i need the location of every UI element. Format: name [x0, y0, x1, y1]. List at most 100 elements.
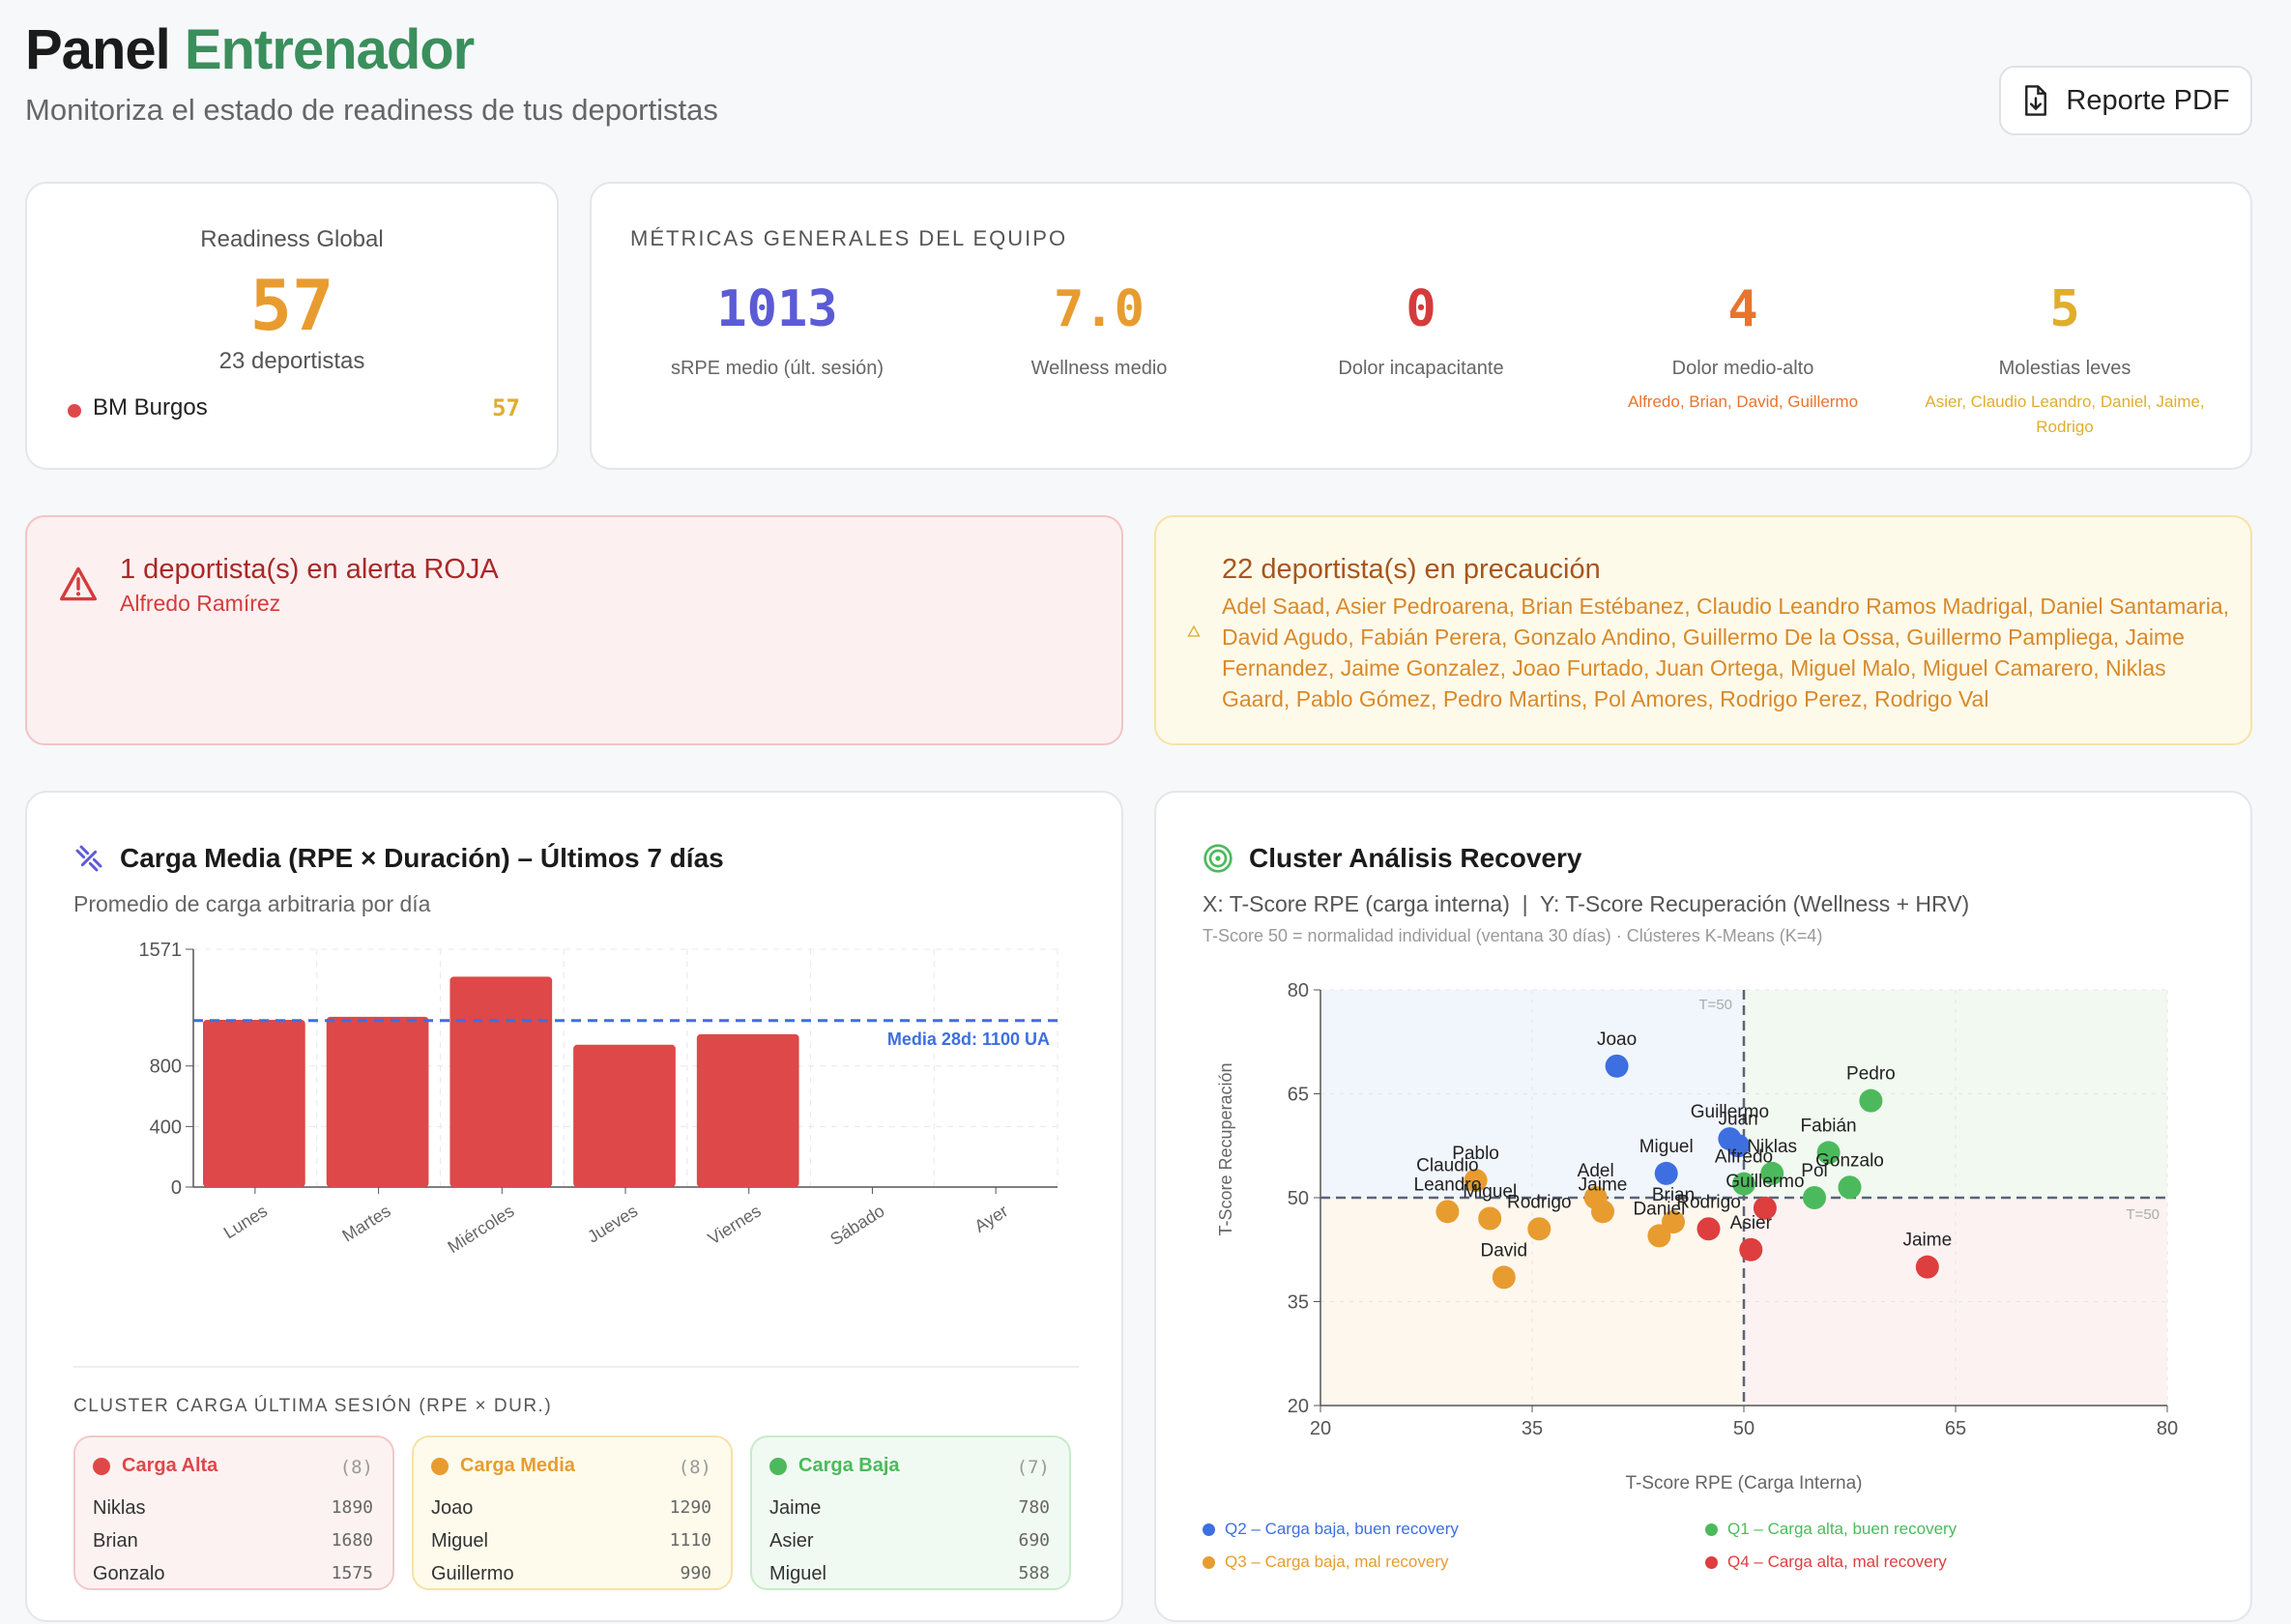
legend-dot [1203, 1555, 1215, 1569]
x-tick-label: 80 [2157, 1418, 2178, 1439]
point-asier[interactable] [1739, 1237, 1763, 1262]
cluster-dot [93, 1457, 110, 1475]
cluster-dot [431, 1457, 449, 1475]
x-tick-label: Martes [338, 1201, 393, 1245]
athlete-load: 1680 [331, 1530, 373, 1551]
point-gonzalo[interactable] [1838, 1175, 1862, 1200]
warning-triangle-icon [60, 566, 98, 601]
metric-names: Asier, Claudio Leandro, Daniel, Jaime, R… [1925, 392, 2205, 436]
point-guillermo[interactable] [1753, 1196, 1777, 1220]
metric-label: Dolor incapacitante [1338, 358, 1504, 379]
legend-item-0: Q2 – Carga baja, buen recovery [1203, 1520, 1459, 1539]
point-juan[interactable] [1726, 1134, 1751, 1158]
athlete-name: Jaime [769, 1497, 822, 1519]
athlete-count: 23 deportistas [218, 348, 365, 374]
point-fabián[interactable] [1816, 1141, 1841, 1165]
bar-Lunes[interactable] [203, 1019, 305, 1187]
y-tick-label: 50 [1288, 1188, 1309, 1209]
mean-line-label: Media 28d: 1100 UA [887, 1030, 1050, 1049]
point-niklas[interactable] [1760, 1161, 1784, 1185]
cluster-count: (7) [1016, 1457, 1050, 1478]
point-alfredo[interactable] [1732, 1172, 1755, 1196]
point-jaime[interactable] [1591, 1200, 1614, 1224]
bar-Miércoles[interactable] [450, 976, 553, 1187]
athlete-name: Joao [431, 1497, 474, 1519]
cluster-load-heading: CLUSTER CARGA ÚLTIMA SESIÓN (RPE × DUR.) [73, 1396, 553, 1416]
threshold-y-label: T=50 [2126, 1206, 2160, 1223]
metrics-heading: MÉTRICAS GENERALES DEL EQUIPO [630, 226, 1068, 250]
team-status-dot [68, 404, 81, 418]
cluster-row: Brian 1680 [93, 1530, 373, 1552]
point-label: Adel [1578, 1161, 1614, 1181]
title-part-panel: Panel [25, 18, 171, 81]
point-label: Pedro [1846, 1064, 1896, 1085]
bar-Viernes[interactable] [696, 1033, 799, 1187]
metric-value: 4 [1727, 280, 1758, 338]
y-axis-label: T-Score Recuperación [1216, 1062, 1235, 1235]
point-label: Pablo [1452, 1144, 1499, 1164]
metric-value: 5 [2049, 280, 2080, 338]
metric-label: Molestias leves [1998, 358, 2132, 379]
point-miguel[interactable] [1654, 1161, 1678, 1185]
metric-2: 0 Dolor incapacitante [1266, 280, 1576, 380]
point-daniel[interactable] [1647, 1224, 1671, 1248]
athlete-load: 1290 [669, 1497, 711, 1518]
bar-Jueves[interactable] [573, 1044, 676, 1187]
point-rodrigo[interactable] [1696, 1217, 1721, 1241]
x-tick-label: Sábado [826, 1201, 887, 1249]
cluster-carga-baja: Carga Baja (7) Jaime 780 Asier 690 Miguel 588 [750, 1436, 1071, 1590]
cluster-row: Niklas 1890 [93, 1497, 373, 1520]
metric-1: 7.0 Wellness medio [944, 280, 1254, 380]
point-label: Pol [1801, 1161, 1827, 1181]
team-readiness-value: 57 [492, 394, 520, 421]
legend-label: Q2 – Carga baja, buen recovery [1225, 1520, 1459, 1538]
point-label: Gonzalo [1815, 1150, 1884, 1171]
athlete-name: Miguel [769, 1563, 826, 1584]
athlete-load: 1890 [331, 1497, 373, 1518]
pdf-report-button[interactable]: Reporte PDF [1999, 66, 2252, 135]
point-rodrigo[interactable] [1527, 1217, 1552, 1241]
point-label: Rodrigo [1507, 1192, 1572, 1212]
point-pol[interactable] [1803, 1186, 1826, 1209]
metric-0: 1013 sRPE medio (últ. sesión) [623, 280, 932, 380]
divider [73, 1366, 1079, 1368]
caution-title: 22 deportista(s) en precaución [1222, 554, 1601, 585]
scatter-svg: 20 35 50 65 80 20 35 50 65 80 T-Score RPE (Carga I… [1216, 980, 2178, 1494]
point-miguel[interactable] [1478, 1206, 1502, 1231]
point-label: Miguel [1639, 1137, 1694, 1157]
warning-small-icon [1187, 625, 1201, 637]
page-subtitle: Monitoriza el estado de readiness de tus… [25, 93, 718, 127]
point-claudio-leandro[interactable] [1436, 1200, 1460, 1224]
point-pablo[interactable] [1464, 1169, 1488, 1193]
target-icon [1204, 844, 1232, 873]
red-alert-names: Alfredo Ramírez [120, 591, 281, 616]
recovery-scatter-chart: 20 35 50 65 80 20 35 50 65 80 T-Score RPE (Carga I… [1156, 793, 2254, 1624]
legend-label: Q4 – Carga alta, mal recovery [1727, 1552, 1947, 1571]
cluster-dot [769, 1457, 787, 1475]
y-tick-label: 65 [1288, 1085, 1309, 1106]
metric-label: Dolor medio-alto [1671, 358, 1814, 379]
red-alert-title: 1 deportista(s) en alerta ROJA [120, 554, 499, 585]
cluster-row: Gonzalo 1575 [93, 1563, 373, 1585]
point-jaime[interactable] [1915, 1255, 1939, 1279]
bar-Martes[interactable] [326, 1016, 429, 1187]
readiness-label: Readiness Global [200, 226, 384, 252]
cluster-name: Carga Media [460, 1455, 575, 1476]
metric-label: Wellness medio [1030, 358, 1168, 379]
legend-dot [1705, 1555, 1718, 1569]
point-pedro[interactable] [1859, 1088, 1883, 1113]
legend-dot [1705, 1522, 1718, 1536]
point-label: Leandro [1414, 1174, 1482, 1195]
x-tick-label: Lunes [220, 1201, 271, 1242]
cluster-row: Joao 1290 [431, 1497, 711, 1520]
x-tick-label: 50 [1733, 1418, 1754, 1439]
point-label: Alfredo [1715, 1147, 1773, 1168]
point-label: Guillermo [1726, 1172, 1804, 1192]
point-david[interactable] [1492, 1265, 1516, 1290]
point-joao[interactable] [1605, 1054, 1629, 1078]
athlete-name: Gonzalo [93, 1563, 165, 1584]
point-label: Daniel [1633, 1199, 1685, 1219]
athlete-name: Niklas [93, 1497, 146, 1519]
activity-icon [75, 845, 102, 872]
cluster-row: Asier 690 [769, 1530, 1050, 1552]
